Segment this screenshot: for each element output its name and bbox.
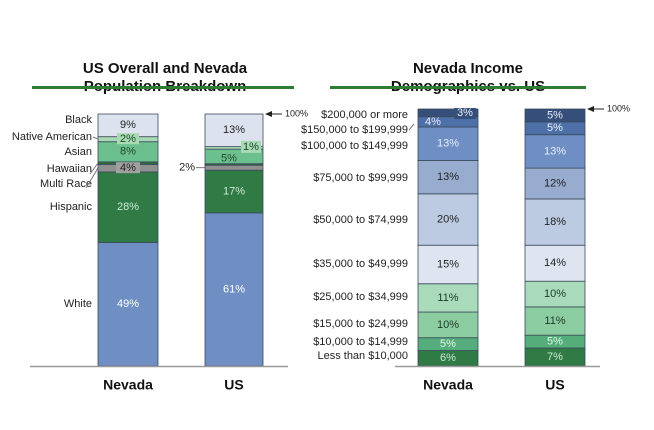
bar-segment-nevada-7	[417, 126, 479, 161]
series-label: $10,000 to $14,999	[313, 336, 408, 348]
data-label: 14%	[544, 257, 566, 269]
series-label: $15,000 to $24,999	[313, 318, 408, 330]
bar-segment-us-2	[204, 164, 264, 171]
top-marker-label: 100%	[285, 108, 308, 118]
data-label: 10%	[544, 288, 566, 300]
bar-segment-nevada-4	[417, 244, 479, 285]
data-label: 61%	[223, 283, 245, 295]
series-label: Black	[65, 114, 92, 126]
category-label: Nevada	[423, 377, 473, 393]
bar-segment-us-1	[204, 169, 264, 214]
data-label: 11%	[544, 315, 565, 327]
data-label: 11%	[437, 292, 458, 304]
data-label: 13%	[223, 124, 245, 136]
right-title-rule	[330, 86, 586, 89]
bar-segment-nevada-3	[417, 283, 479, 313]
data-label: 49%	[117, 298, 139, 310]
data-label: 17%	[223, 185, 245, 197]
data-label: 5%	[547, 122, 563, 134]
series-label: Hispanic	[50, 201, 93, 213]
data-label: 13%	[437, 138, 459, 150]
series-label: Native American	[12, 131, 92, 143]
leader-line	[85, 167, 99, 189]
category-label: US	[545, 377, 564, 393]
series-label: $50,000 to $74,999	[313, 214, 408, 226]
left-title-rule	[32, 86, 294, 89]
data-label: 1%	[243, 141, 259, 153]
series-label: $25,000 to $34,999	[313, 291, 408, 303]
bar-segment-us-3	[524, 280, 586, 308]
data-label: 18%	[544, 216, 566, 228]
bar-segment-us-0	[204, 212, 264, 367]
data-label: 5%	[547, 109, 563, 121]
series-label: Hawaiian	[47, 163, 92, 175]
series-label: $100,000 to $149,999	[301, 140, 408, 152]
data-label: 6%	[440, 352, 456, 364]
bar-segment-nevada-6	[417, 159, 479, 195]
leader-line	[92, 136, 99, 140]
series-label: Asian	[64, 146, 92, 158]
data-label: 28%	[117, 201, 139, 213]
data-label-bg	[241, 140, 261, 153]
data-label: 2%	[179, 162, 195, 174]
series-label: $35,000 to $49,999	[313, 258, 408, 270]
data-label: 4%	[120, 162, 136, 174]
data-label-bg	[117, 133, 139, 145]
top-marker-label: 100%	[607, 103, 630, 113]
bar-segment-nevada-9	[417, 108, 479, 118]
data-label: 3%	[457, 107, 473, 119]
data-label-bg	[454, 108, 476, 119]
leader-line	[408, 123, 415, 131]
bar-segment-us-9	[524, 108, 586, 123]
data-label: 12%	[544, 177, 566, 189]
right-title-line1: Nevada Income	[412, 60, 524, 77]
data-label: 13%	[437, 171, 459, 183]
bar-segment-us-5	[524, 198, 586, 246]
data-label: 5%	[221, 152, 237, 164]
data-label-bg	[116, 162, 140, 174]
series-label: $150,000 to $199,999	[301, 124, 408, 136]
bar-segment-nevada-2	[417, 311, 479, 339]
leader-line	[89, 162, 99, 175]
data-label: 5%	[547, 335, 563, 347]
data-label: 10%	[437, 319, 459, 331]
data-label: 5%	[440, 338, 456, 350]
category-label: US	[224, 377, 243, 393]
data-label: 7%	[547, 351, 563, 363]
data-label: 2%	[120, 133, 136, 145]
series-label: Multi Race	[40, 178, 92, 190]
arrow-left-icon	[265, 111, 272, 117]
series-label: $200,000 or more	[321, 109, 408, 121]
category-label: Nevada	[103, 377, 153, 393]
series-label: Less than $10,000	[317, 350, 408, 362]
bar-segment-nevada-1	[97, 171, 159, 243]
data-label: 15%	[437, 258, 459, 270]
data-label: 9%	[120, 119, 136, 131]
left-title-line1: US Overall and Nevada	[82, 60, 248, 77]
series-label: $75,000 to $99,999	[313, 172, 408, 184]
data-label: 13%	[544, 145, 566, 157]
data-label: 4%	[425, 116, 441, 128]
bar-segment-us-7	[524, 134, 586, 169]
data-label: 8%	[120, 146, 136, 158]
data-label: 20%	[437, 213, 459, 225]
arrow-left-icon	[587, 106, 594, 112]
series-label: White	[64, 298, 92, 310]
